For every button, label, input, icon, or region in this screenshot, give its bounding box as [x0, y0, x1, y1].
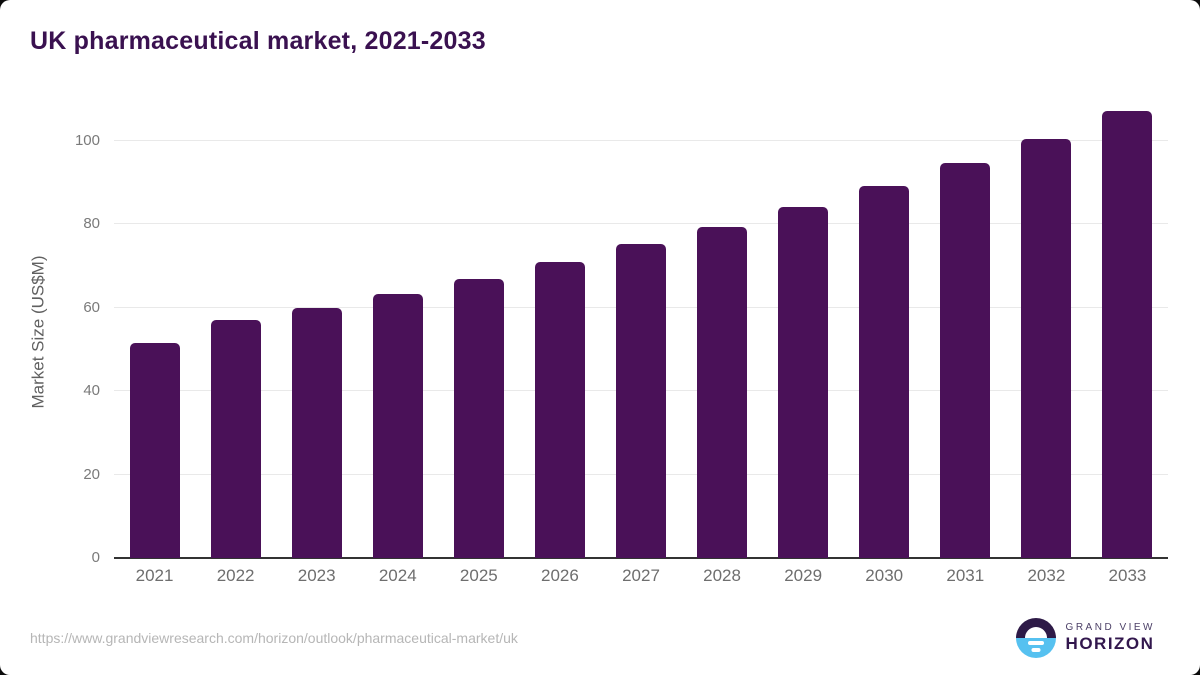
horizon-line-1: [1027, 641, 1044, 645]
y-tick-label: 80: [83, 215, 100, 233]
bar-2032: [1021, 138, 1072, 558]
brand-logo: GRAND VIEW HORIZON: [1015, 618, 1155, 658]
y-tick-label: 0: [91, 549, 100, 566]
source-url: https://www.grandviewresearch.com/horizo…: [30, 630, 518, 646]
horizon-line-2: [1031, 648, 1041, 652]
x-tick-label: 2026: [541, 566, 579, 585]
logo-horizon-text: HORIZON: [1065, 634, 1155, 653]
logo-grand-view-text: GRAND VIEW: [1065, 622, 1155, 633]
x-tick-label: 2024: [378, 566, 417, 585]
logo-wordmark: GRAND VIEW HORIZON: [1066, 622, 1155, 654]
bar-2028: [697, 226, 748, 558]
horizon-sun-icon: [1015, 618, 1056, 658]
x-tick-label: 2025: [459, 566, 498, 585]
y-tick-label: 20: [83, 465, 100, 483]
x-tick-label: 2027: [622, 566, 660, 585]
sun-dome-shape: [1024, 627, 1047, 638]
bar-2031: [940, 163, 991, 558]
bar-2025: [453, 279, 504, 558]
chart-title: UK pharmaceutical market, 2021-2033: [30, 27, 486, 55]
x-tick-label: 2032: [1027, 566, 1066, 585]
bar-2023: [291, 307, 342, 558]
x-tick-label: 2031: [946, 566, 985, 585]
bar-2022: [210, 320, 261, 558]
x-tick-label: 2023: [297, 566, 336, 585]
x-tick-label: 2021: [135, 566, 174, 585]
y-tick-label: 60: [83, 298, 100, 316]
y-tick-label: 40: [83, 382, 100, 400]
plot-area: [114, 0, 1168, 559]
gridline: [114, 140, 1168, 141]
bar-2024: [372, 293, 423, 558]
x-tick-label: 2028: [703, 566, 741, 585]
bar-2027: [616, 244, 666, 558]
y-tick-label: 100: [74, 132, 100, 149]
x-tick-label: 2029: [784, 566, 823, 585]
x-tick-label: 2022: [216, 566, 255, 585]
x-tick-label: 2033: [1108, 566, 1147, 585]
bar-2029: [778, 206, 829, 558]
x-axis-line: [114, 557, 1168, 559]
bar-2033: [1102, 111, 1153, 558]
bar-2026: [534, 261, 585, 558]
x-tick-label: 2030: [865, 566, 904, 585]
bar-2030: [859, 186, 910, 558]
gridline: [114, 223, 1168, 225]
bar-2021: [129, 343, 180, 558]
